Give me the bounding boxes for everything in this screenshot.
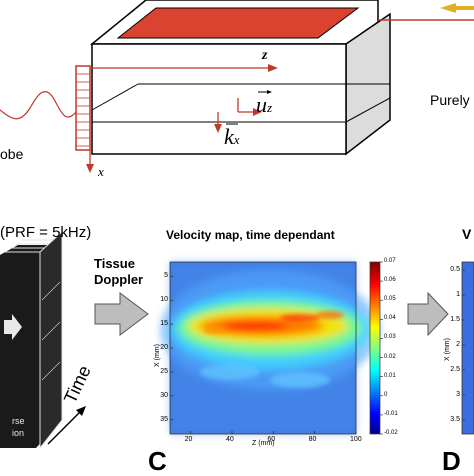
right-y-tick-label: 2 — [456, 341, 460, 348]
right-y-tick-label: 0.5 — [450, 266, 460, 273]
y-tick-label: 25 — [160, 367, 168, 375]
vector-k-label: kx — [224, 124, 240, 149]
prf-label: (PRF = 5kHz) — [0, 224, 92, 241]
yellow-arrow-icon — [440, 3, 456, 13]
stack-text-2: ion — [12, 428, 25, 438]
panel-d-letter: D — [442, 446, 461, 476]
kx-arrow-head-icon — [214, 124, 222, 133]
colorbar-tick-label: 0.04 — [384, 315, 396, 322]
red-plate — [116, 7, 360, 39]
heatmap-plot — [160, 261, 380, 435]
panel-c-letter: C — [148, 446, 167, 476]
uz-arrow-head-icon — [253, 108, 262, 116]
right-y-tick-label: 1.5 — [450, 316, 460, 323]
right-y-tick-label: 2.5 — [450, 366, 460, 373]
colorbar-tick-label: -0.01 — [384, 410, 398, 417]
colorbar-tick-label: 0.05 — [384, 296, 396, 303]
doppler-label: Doppler — [94, 272, 144, 287]
probe-label: obe — [0, 146, 24, 162]
z-arrow-head-icon — [268, 64, 278, 72]
right-y-tick-label: 3.5 — [450, 416, 460, 423]
next-panel-arrow-icon — [407, 291, 449, 337]
tissue-doppler-arrow-icon — [94, 292, 149, 336]
right-y-tick-label: 1 — [456, 291, 460, 298]
probe-icon — [75, 65, 91, 151]
stack-text-1: rse — [12, 416, 25, 426]
probe-cable — [0, 91, 77, 120]
colorbar-tick-label: 0.06 — [384, 277, 396, 284]
time-arrow — [47, 409, 83, 445]
time-arrow-head-icon — [76, 406, 86, 416]
right-title-partial: V — [462, 226, 472, 242]
colorbar-tick-label: -0.02 — [384, 430, 398, 436]
x-tick-label: 100 — [350, 436, 362, 443]
x-arrow-head-icon — [86, 164, 94, 173]
colorbar-tick-label: 0 — [384, 391, 388, 398]
colorbar — [369, 261, 381, 435]
heatmap-xlabel: Z (mm) — [252, 440, 275, 447]
probe-elements — [76, 73, 90, 147]
x-tick-label: 20 — [184, 436, 193, 443]
x-tick-label: 40 — [226, 436, 234, 443]
y-tick-label: 35 — [160, 415, 168, 423]
tissue-label: Tissue — [94, 256, 135, 271]
y-tick-label: 30 — [160, 391, 168, 399]
x-tick-label: 80 — [308, 436, 317, 443]
purely-label: Purely — [430, 92, 470, 108]
heatmap-title: Velocity map, time dependant — [166, 228, 335, 242]
axis-z-label: z — [262, 48, 268, 63]
colorbar-tick-label: 0.01 — [384, 372, 396, 379]
right-plot-ticks — [462, 269, 465, 421]
right-y-tick-label: 3 — [456, 391, 460, 398]
colorbar-tick-label: 0.02 — [384, 353, 396, 360]
y-tick-label: 15 — [160, 320, 168, 328]
colorbar-tick-label: 0.07 — [384, 258, 396, 264]
x-tick-label: 60 — [267, 436, 276, 443]
right-plot-ylabel: X (mm) — [443, 338, 451, 361]
y-tick-label: 20 — [160, 344, 168, 351]
vector-u-label: uz — [256, 92, 273, 117]
right-partial-plot — [461, 261, 474, 435]
y-tick-label: 10 — [160, 296, 168, 304]
colorbar-ticks — [380, 261, 383, 435]
heatmap-axes — [170, 275, 357, 434]
axis-x-label: x — [98, 164, 104, 179]
frame-arrow-icon — [4, 314, 22, 340]
y-tick-label: 5 — [164, 272, 168, 280]
colorbar-tick-label: 0.03 — [384, 334, 396, 341]
frame-stack — [0, 230, 63, 450]
